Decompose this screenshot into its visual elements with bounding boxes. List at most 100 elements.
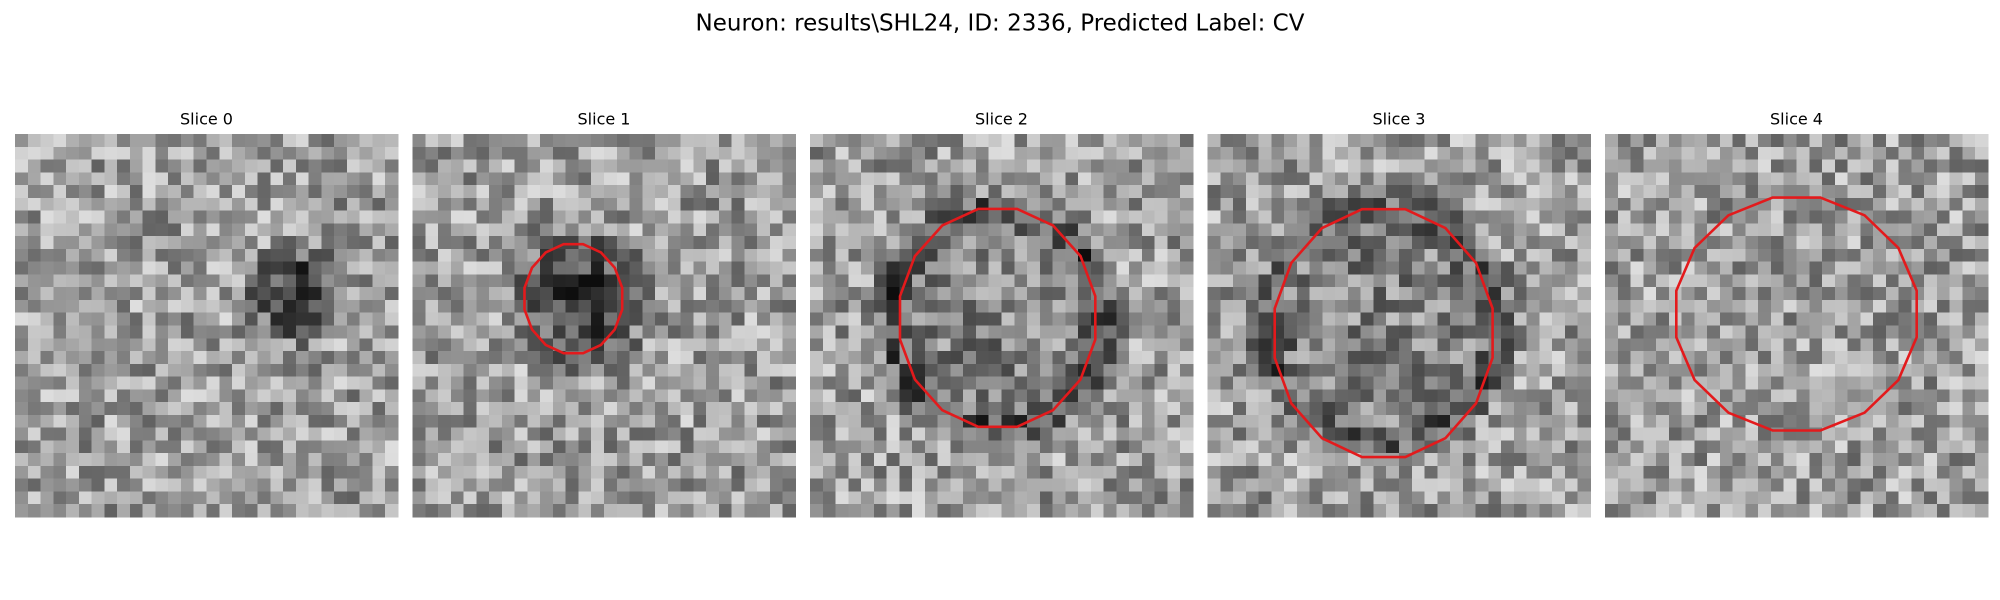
pixel <box>1233 312 1247 327</box>
pixel <box>283 159 297 173</box>
pixel <box>1577 504 1592 518</box>
pixel <box>129 427 144 441</box>
slice-title: Slice 2 <box>975 110 1028 129</box>
pixel <box>835 491 849 505</box>
pixel <box>629 299 643 314</box>
pixel <box>450 389 465 403</box>
pixel <box>219 210 233 224</box>
pixel <box>591 261 605 276</box>
pixel <box>950 274 964 288</box>
pixel <box>1424 376 1438 390</box>
pixel <box>385 185 399 199</box>
pixel <box>489 185 503 199</box>
pixel <box>873 427 888 441</box>
pixel <box>1090 491 1105 505</box>
pixel <box>591 402 605 416</box>
pixel <box>1834 402 1849 416</box>
pixel <box>591 146 605 161</box>
pixel <box>1052 376 1066 390</box>
pixel <box>15 338 29 352</box>
pixel <box>412 287 426 301</box>
pixel <box>308 223 322 237</box>
pixel <box>1347 312 1362 327</box>
pixel <box>1488 236 1502 250</box>
pixel <box>1103 287 1117 301</box>
pixel <box>848 172 862 186</box>
pixel <box>1450 389 1464 403</box>
pixel <box>718 274 733 288</box>
pixel <box>1630 159 1644 173</box>
pixel <box>1322 146 1336 161</box>
pixel <box>1271 389 1285 403</box>
pixel <box>1630 248 1644 263</box>
pixel <box>1694 504 1708 518</box>
pixel <box>1924 172 1938 186</box>
pixel <box>1694 146 1708 161</box>
pixel <box>642 389 656 403</box>
pixel <box>1233 414 1247 429</box>
pixel <box>1719 159 1734 173</box>
pixel <box>155 299 169 314</box>
pixel <box>1732 325 1747 339</box>
pixel <box>1860 274 1874 288</box>
pixel <box>540 236 554 250</box>
pixel <box>1643 172 1657 186</box>
pixel <box>1526 504 1541 518</box>
pixel <box>1129 287 1143 301</box>
pixel <box>372 389 386 403</box>
pixel <box>642 134 656 148</box>
pixel <box>1027 134 1041 148</box>
pixel <box>769 146 784 161</box>
pixel <box>1911 287 1925 301</box>
pixel <box>270 478 284 493</box>
pixel <box>463 248 477 263</box>
pixel <box>321 236 335 250</box>
pixel <box>1207 159 1221 173</box>
pixel <box>744 146 758 161</box>
pixel <box>527 402 541 416</box>
pixel <box>1552 134 1566 148</box>
pixel <box>1783 210 1798 224</box>
pixel <box>1090 134 1105 148</box>
pixel <box>1617 389 1632 403</box>
pixel <box>1103 465 1117 480</box>
pixel <box>1873 236 1887 250</box>
pixel <box>1399 248 1413 263</box>
pixel <box>155 363 169 378</box>
pixel <box>104 299 118 314</box>
pixel <box>1822 478 1836 493</box>
pixel <box>40 274 54 288</box>
pixel <box>1526 134 1541 148</box>
pixel <box>1027 146 1041 161</box>
pixel <box>334 248 348 263</box>
pixel <box>1564 440 1579 454</box>
pixel <box>718 376 733 390</box>
pixel <box>232 453 246 467</box>
pixel <box>1154 465 1169 480</box>
pixel <box>782 351 797 365</box>
pixel <box>514 223 528 237</box>
pixel <box>1154 236 1169 250</box>
pixel <box>1873 465 1887 480</box>
pixel <box>257 172 271 186</box>
pixel <box>1271 465 1285 480</box>
pixel <box>1681 159 1695 173</box>
pixel <box>117 414 131 429</box>
pixel <box>591 440 605 454</box>
pixel <box>822 274 837 288</box>
pixel <box>1513 453 1528 467</box>
pixel <box>1322 274 1336 288</box>
pixel <box>1154 261 1169 276</box>
pixel <box>514 210 528 224</box>
pixel <box>117 236 131 250</box>
pixel <box>782 287 797 301</box>
pixel <box>1911 351 1925 365</box>
pixel <box>835 287 849 301</box>
pixel <box>1770 299 1785 314</box>
pixel <box>769 491 784 505</box>
pixel <box>78 440 93 454</box>
pixel <box>1783 223 1798 237</box>
pixel <box>642 312 656 327</box>
pixel <box>963 261 977 276</box>
pixel <box>1207 146 1221 161</box>
